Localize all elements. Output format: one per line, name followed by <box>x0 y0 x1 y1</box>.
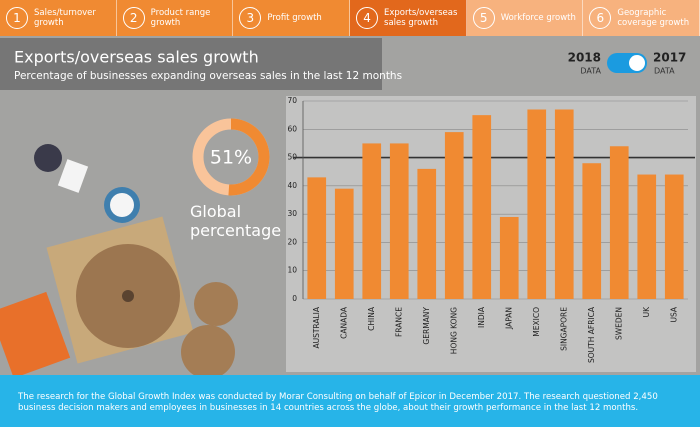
y-tick-label: 70 <box>287 96 297 105</box>
toggle-left-caption: DATA <box>580 67 601 76</box>
x-tick-label: CHINA <box>367 306 376 331</box>
person <box>34 144 62 172</box>
x-tick-label: UK <box>642 306 651 317</box>
bar <box>472 115 492 300</box>
header-band <box>0 38 382 90</box>
bar <box>664 174 684 299</box>
tab[interactable]: 6 Geographic coverage growth <box>583 0 700 36</box>
y-tick-label: 20 <box>287 237 297 246</box>
tab-number: 5 <box>472 7 495 29</box>
illustration <box>0 144 238 379</box>
tab[interactable]: 3 Profit growth <box>233 0 351 36</box>
tab-label: Profit growth <box>267 13 322 23</box>
footer-text: The research for the Global Growth Index… <box>18 392 658 413</box>
x-tick-label: SWEDEN <box>614 307 623 340</box>
y-tick-label: 0 <box>292 294 297 303</box>
x-tick-label: MEXICO <box>532 307 541 337</box>
bar <box>444 132 464 299</box>
bar <box>334 188 354 299</box>
y-tick-label: 60 <box>287 124 297 133</box>
toggle-left-year: 2018 <box>568 51 601 65</box>
tab-label: Sales/turnover growth <box>34 8 96 28</box>
bar <box>362 143 382 299</box>
toggle-right-year: 2017 <box>653 51 686 65</box>
bar <box>389 143 409 299</box>
tab[interactable]: 5 Workforce growth <box>466 0 584 36</box>
hard-hat <box>110 193 134 217</box>
x-tick-label: AUSTRALIA <box>312 306 321 348</box>
x-tick-label: HONG KONG <box>449 307 458 354</box>
y-tick-label: 50 <box>287 153 297 162</box>
bar <box>417 168 437 299</box>
tab-label: Product range growth <box>150 8 211 28</box>
x-tick-label: SINGAPORE <box>559 307 568 351</box>
title: Exports/overseas sales growth <box>14 48 259 67</box>
bar <box>307 177 327 299</box>
y-tick-label: 10 <box>287 266 297 275</box>
toggle-knob <box>629 55 645 71</box>
bar <box>554 109 574 299</box>
donut-arc <box>192 118 270 196</box>
bar <box>582 163 602 299</box>
tab-number: 2 <box>122 7 145 29</box>
footer: The research for the Global Growth Index… <box>0 375 700 427</box>
donut-caption: Global percentage <box>190 202 282 240</box>
tab[interactable]: 4 Exports/overseas sales growth <box>350 0 467 36</box>
subtitle: Percentage of businesses expanding overs… <box>14 70 402 82</box>
paper-roll <box>194 282 238 326</box>
bar <box>527 109 547 299</box>
x-tick-label: USA <box>669 306 678 322</box>
bar <box>499 216 519 299</box>
x-tick-label: INDIA <box>477 306 486 328</box>
tab-label: Geographic coverage growth <box>617 8 690 28</box>
bar <box>609 146 629 299</box>
tab-bar: 1 Sales/turnover growth 2 Product range gro… <box>0 0 700 36</box>
forklift <box>0 291 71 379</box>
toggle-right-caption: DATA <box>654 67 675 76</box>
tab-number: 1 <box>6 7 28 29</box>
tab-number: 4 <box>356 7 379 29</box>
paper-roll <box>181 325 235 379</box>
tab-label: Workforce growth <box>500 13 576 23</box>
tab[interactable]: 2 Product range growth <box>116 0 234 36</box>
bar <box>637 174 657 299</box>
y-tick-label: 40 <box>287 181 297 190</box>
tab-label: Exports/overseas sales growth <box>384 8 458 28</box>
tab-number: 6 <box>589 7 612 29</box>
tab[interactable]: 1 Sales/turnover growth <box>0 0 117 36</box>
tab-number: 3 <box>239 7 262 29</box>
x-tick-label: SOUTH AFRICA <box>587 306 596 363</box>
donut-label: 51% <box>210 147 252 169</box>
roll-core <box>122 290 134 302</box>
y-tick-label: 30 <box>287 209 297 218</box>
tablet <box>57 159 89 193</box>
x-tick-label: JAPAN <box>504 307 513 330</box>
x-tick-label: GERMANY <box>422 307 431 345</box>
x-tick-label: FRANCE <box>394 307 403 337</box>
x-tick-label: CANADA <box>339 306 348 339</box>
